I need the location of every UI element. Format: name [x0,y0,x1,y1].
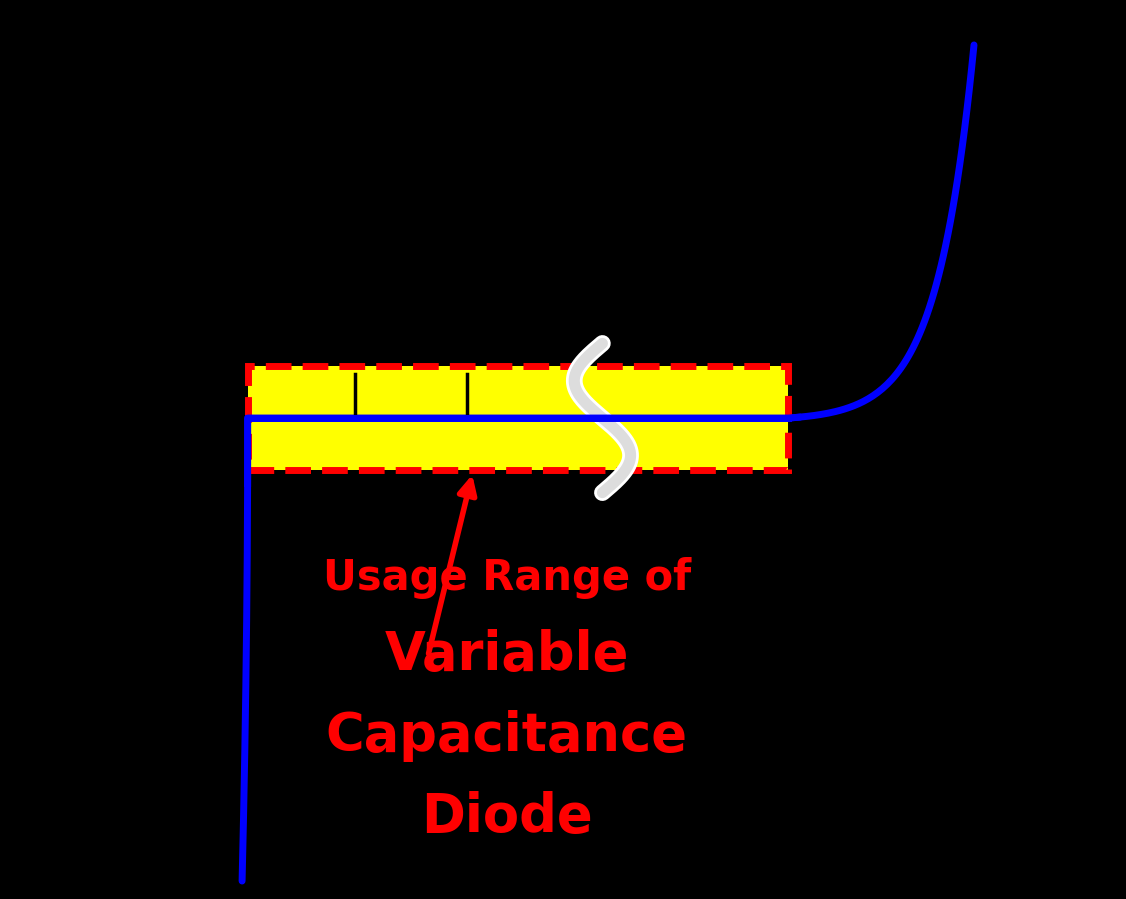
Text: Diode: Diode [421,791,592,843]
Text: Capacitance: Capacitance [325,710,688,762]
Bar [248,366,788,470]
Text: Variable: Variable [384,629,629,681]
Bar [248,366,788,470]
Text: Usage Range of: Usage Range of [322,557,691,600]
